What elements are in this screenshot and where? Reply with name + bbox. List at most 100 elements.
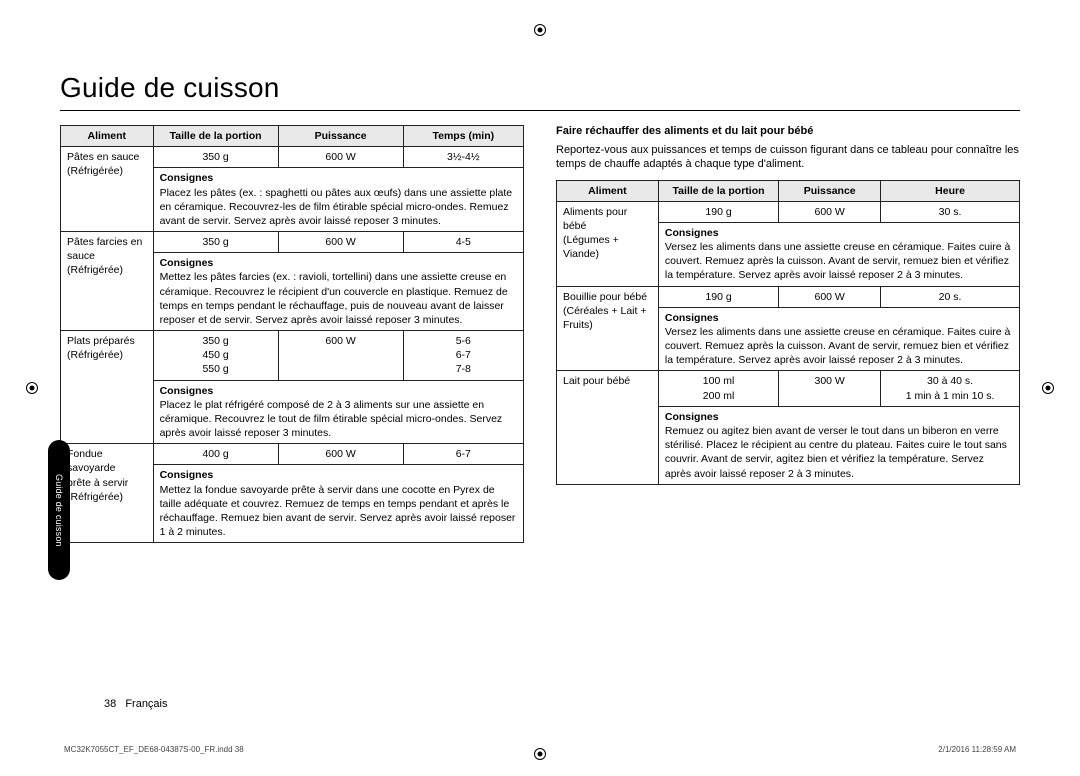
consignes-label: Consignes (665, 227, 719, 239)
page-spread: Guide de cuisson Guide de cuisson Alimen… (0, 0, 1080, 776)
table-header: Heure (881, 180, 1020, 201)
page-number: 38 (104, 698, 116, 710)
table-header: Aliment (557, 180, 659, 201)
side-tab-label: Guide de cuisson (54, 474, 64, 547)
aliment-line: Aliments pour bébé (563, 206, 627, 232)
consignes-text: Versez les aliments dans une assiette cr… (665, 326, 1011, 366)
power-cell: 600 W (779, 201, 881, 222)
portion-line: 450 g (202, 349, 228, 361)
time-cell: 3½-4½ (403, 147, 523, 168)
time-line: 7-8 (456, 363, 471, 375)
aliment-cell: Pâtes farcies en sauce (Réfrigérée) (61, 232, 154, 331)
portion-cell: 400 g (153, 444, 278, 465)
power-cell: 300 W (779, 371, 881, 406)
time-line: 6-7 (456, 349, 471, 361)
portion-cell: 350 g (153, 147, 278, 168)
time-cell: 30 à 40 s. 1 min à 1 min 10 s. (881, 371, 1020, 406)
time-line: 5-6 (456, 335, 471, 347)
consignes-label: Consignes (160, 172, 214, 184)
aliment-line: Fondue savoyarde (67, 448, 115, 474)
table-header: Puissance (278, 126, 403, 147)
table-header: Aliment (61, 126, 154, 147)
cooking-table-right: Aliment Taille de la portion Puissance H… (556, 180, 1020, 485)
consignes-label: Consignes (665, 411, 719, 423)
aliment-line: Pâtes farcies en (67, 236, 142, 248)
aliment-line: (Réfrigérée) (67, 165, 123, 177)
table-header: Taille de la portion (658, 180, 778, 201)
time-line: 1 min à 1 min 10 s. (906, 390, 995, 402)
time-cell: 5-6 6-7 7-8 (403, 331, 523, 381)
content-columns: Aliment Taille de la portion Puissance T… (60, 125, 1020, 543)
consignes-text: Remuez ou agitez bien avant de verser le… (665, 425, 1007, 480)
consignes-label: Consignes (160, 385, 214, 397)
power-cell: 600 W (278, 331, 403, 381)
portion-cell: 350 g 450 g 550 g (153, 331, 278, 381)
side-tab: Guide de cuisson (48, 440, 70, 580)
time-line: 30 à 40 s. (927, 375, 973, 387)
table-header: Puissance (779, 180, 881, 201)
table-row: Bouillie pour bébé (Céréales + Lait + Fr… (557, 286, 1020, 307)
aliment-line: Fruits) (563, 319, 593, 331)
portion-line: 100 ml (703, 375, 735, 387)
page-title: Guide de cuisson (60, 72, 1020, 104)
table-header: Temps (min) (403, 126, 523, 147)
page-locale: Français (125, 698, 167, 710)
registration-mark-icon (26, 382, 38, 394)
aliment-line: (Céréales + Lait + (563, 305, 646, 317)
power-cell: 600 W (278, 147, 403, 168)
section-heading: Faire réchauffer des aliments et du lait… (556, 125, 1020, 137)
consignes-cell: Consignes Placez le plat réfrigéré compo… (153, 380, 523, 444)
consignes-label: Consignes (665, 312, 719, 324)
time-cell: 6-7 (403, 444, 523, 465)
cooking-table-left: Aliment Taille de la portion Puissance T… (60, 125, 524, 543)
page-footer: 38 Français (104, 698, 168, 710)
registration-mark-icon (534, 24, 546, 36)
consignes-text: Mettez la fondue savoyarde prête à servi… (160, 484, 516, 539)
consignes-label: Consignes (160, 257, 214, 269)
aliment-line: (Réfrigérée) (67, 349, 123, 361)
aliment-cell: Bouillie pour bébé (Céréales + Lait + Fr… (557, 286, 659, 371)
portion-line: 550 g (202, 363, 228, 375)
portion-cell: 190 g (658, 286, 778, 307)
time-cell: 4-5 (403, 232, 523, 253)
aliment-cell: Plats préparés (Réfrigérée) (61, 331, 154, 444)
consignes-cell: Consignes Placez les pâtes (ex. : spaghe… (153, 168, 523, 232)
power-cell: 600 W (278, 232, 403, 253)
right-column: Faire réchauffer des aliments et du lait… (556, 125, 1020, 543)
table-row: Aliments pour bébé (Légumes + Viande) 19… (557, 201, 1020, 222)
aliment-line: Lait pour bébé (563, 375, 630, 387)
consignes-text: Placez les pâtes (ex. : spaghetti ou pât… (160, 187, 513, 227)
time-cell: 30 s. (881, 201, 1020, 222)
print-reference-left: MC32K7055CT_EF_DE68-04387S-00_FR.indd 38 (64, 745, 244, 754)
section-intro: Reportez-vous aux puissances et temps de… (556, 143, 1020, 172)
portion-line: 350 g (202, 335, 228, 347)
aliment-line: (Réfrigérée) (67, 264, 123, 276)
table-row: Plats préparés (Réfrigérée) 350 g 450 g … (61, 331, 524, 381)
consignes-text: Placez le plat réfrigéré composé de 2 à … (160, 399, 503, 439)
table-row: Pâtes farcies en sauce (Réfrigérée) 350 … (61, 232, 524, 253)
aliment-line: Bouillie pour bébé (563, 291, 647, 303)
table-row: Lait pour bébé 100 ml 200 ml 300 W 30 à … (557, 371, 1020, 406)
aliment-line: (Légumes + Viande) (563, 234, 619, 260)
title-rule (60, 110, 1020, 111)
aliment-line: sauce (67, 250, 95, 262)
portion-cell: 190 g (658, 201, 778, 222)
aliment-cell: Aliments pour bébé (Légumes + Viande) (557, 201, 659, 286)
aliment-line: Plats préparés (67, 335, 135, 347)
portion-cell: 100 ml 200 ml (658, 371, 778, 406)
consignes-text: Mettez les pâtes farcies (ex. : ravioli,… (160, 271, 508, 326)
consignes-cell: Consignes Remuez ou agitez bien avant de… (658, 406, 1019, 484)
aliment-line: prête à servir (67, 477, 128, 489)
aliment-line: (Réfrigérée) (67, 491, 123, 503)
portion-cell: 350 g (153, 232, 278, 253)
aliment-line: Pâtes en sauce (67, 151, 139, 163)
power-cell: 600 W (278, 444, 403, 465)
consignes-text: Versez les aliments dans une assiette cr… (665, 241, 1011, 281)
aliment-cell: Lait pour bébé (557, 371, 659, 484)
table-row: Pâtes en sauce (Réfrigérée) 350 g 600 W … (61, 147, 524, 168)
portion-line: 200 ml (703, 390, 735, 402)
consignes-cell: Consignes Mettez les pâtes farcies (ex. … (153, 253, 523, 331)
table-header: Taille de la portion (153, 126, 278, 147)
aliment-cell: Pâtes en sauce (Réfrigérée) (61, 147, 154, 232)
table-row: Fondue savoyarde prête à servir (Réfrigé… (61, 444, 524, 465)
